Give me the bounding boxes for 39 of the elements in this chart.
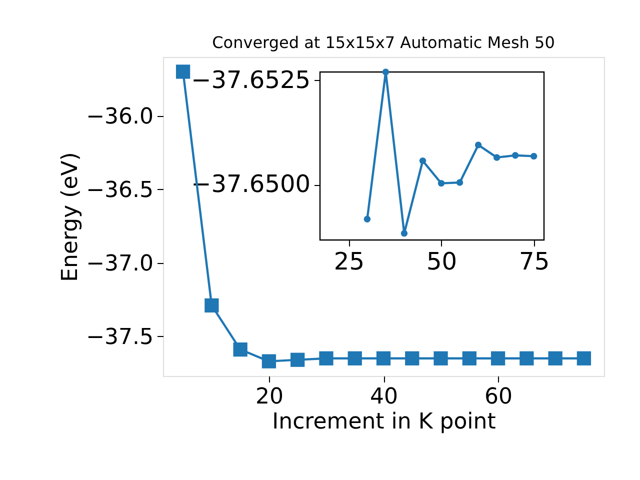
point <box>319 351 334 366</box>
y-axis-title: Energy (eV) <box>58 152 84 282</box>
y-tick-label: −37.6525 <box>191 66 310 94</box>
point <box>382 68 390 76</box>
point <box>376 351 391 366</box>
point <box>490 351 506 366</box>
x-tick-label: 25 <box>334 248 364 276</box>
point <box>512 152 519 159</box>
point <box>456 179 464 186</box>
x-tick-label: 50 <box>426 248 458 276</box>
chart-title: Converged at 15x15x7 Automatic Mesh 50 <box>212 33 555 52</box>
point <box>348 351 362 366</box>
point <box>530 152 538 160</box>
point <box>204 298 219 313</box>
point <box>438 180 445 187</box>
point <box>462 351 476 366</box>
y-tick-label: −36.5 <box>86 178 154 203</box>
point <box>262 354 276 368</box>
point <box>176 64 190 79</box>
point <box>434 351 448 366</box>
point <box>493 154 500 161</box>
point <box>474 142 482 148</box>
y-tick-label: −37.5 <box>86 324 154 350</box>
y-tick-label: −36.0 <box>86 104 154 130</box>
point <box>520 351 534 366</box>
point <box>364 216 371 223</box>
x-tick-label: 40 <box>370 384 398 410</box>
point <box>400 230 408 237</box>
point <box>233 342 248 357</box>
y-tick-label: −37.0 <box>86 251 154 276</box>
x-tick-label: 75 <box>519 248 550 276</box>
x-axis-title: Increment in K point <box>272 410 496 434</box>
x-tick-label: 20 <box>255 384 284 410</box>
point <box>548 351 562 366</box>
point <box>419 157 426 164</box>
point <box>290 352 305 367</box>
point <box>405 351 420 366</box>
x-tick-label: 60 <box>484 384 513 410</box>
point <box>576 351 592 366</box>
